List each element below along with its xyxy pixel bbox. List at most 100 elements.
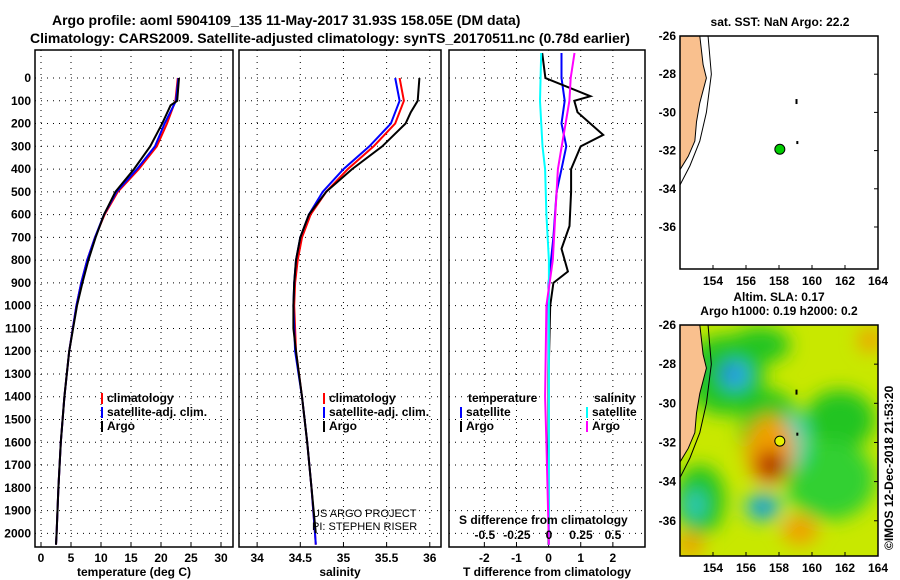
legend-label: climatology [107,391,174,405]
y-tick-label: 600 [11,208,31,222]
australia-coastline [679,35,707,172]
lon-tick-label: 154 [703,274,723,288]
y-tick-label: 1500 [4,413,31,427]
series-line-s-satellite [538,52,550,545]
legend-label: satellite-adj. clim. [329,405,429,419]
legend-label: climatology [329,391,396,405]
x-tick-label: 30 [214,551,228,565]
sla-map-title-2: Argo h1000: 0.19 h2000: 0.2 [700,304,858,318]
legend-swatch [101,407,103,418]
y-tick-label: 200 [11,117,31,131]
s-tick-label: 0.5 [605,528,622,542]
sla-map: -26 -28 -30 -32 -34 -36 154 156 158 160 162 164 [659,318,889,575]
x-tick-label: 35.5 [375,551,399,565]
sla-anomaly [685,490,705,520]
sla-anomaly [858,328,878,352]
sla-anomaly [756,501,770,513]
y-tick-label: 100 [11,94,31,108]
sla-anomaly [769,457,785,477]
sst-map: -26 -28 -30 -32 -34 -36 154 156 158 160 162 164 [659,29,889,288]
lat-tick-label: -36 [659,514,677,528]
lon-tick-label: 164 [868,561,888,575]
lat-tick-label: -32 [659,144,677,158]
legend-label: Argo [107,419,135,433]
island [796,432,799,436]
x-axis-label: T difference from climatology [463,565,631,579]
legend-swatch [586,407,588,418]
x-tick-label: -1 [511,551,522,565]
x-tick-label: 0 [545,551,552,565]
x-tick-label: 2 [610,551,617,565]
y-tick-label: 700 [11,230,31,244]
lon-tick-label: 162 [835,561,855,575]
y-tick-label: 1400 [4,390,31,404]
legend-label: Argo [592,419,620,433]
title-line-1: Argo profile: aoml 5904109_135 11-May-20… [52,12,521,28]
argo-float-marker [774,435,786,447]
legend-swatch [101,421,103,432]
lon-tick-label: 162 [835,274,855,288]
legend-swatch [586,421,588,432]
y-tick-label: 1200 [4,344,31,358]
australia-coastline [679,324,707,464]
x-axis-label: salinity [319,565,361,579]
shelf-contour [679,324,712,478]
legend-label: Argo [329,419,357,433]
legend-swatch [460,407,462,418]
series-line-argo [55,77,180,545]
series-line-satellite-adj-clim- [55,77,180,545]
s-tick-label: 0 [546,528,553,542]
lat-tick-label: -26 [659,318,677,332]
legend-label: Argo [466,419,494,433]
x-tick-label: 35 [337,551,351,565]
island [796,141,799,145]
panel-difference: -2 -1 0 1 2T difference from climatology [448,49,646,579]
lon-tick-label: 156 [736,274,756,288]
legend-label: satellite-adj. clim. [107,405,207,419]
y-tick-label: 1900 [4,504,31,518]
x-axis-label: temperature (deg C) [77,565,191,579]
lon-tick-label: 160 [802,561,822,575]
legend-label: satellite [466,405,511,419]
legend-swatch [460,421,462,432]
lat-tick-label: -34 [659,182,677,196]
shelf-contour [679,35,712,186]
y-tick-label: 0 [24,71,31,85]
y-tick-label: 900 [11,276,31,290]
lat-tick-label: -28 [659,357,677,371]
x-tick-label: -2 [479,551,490,565]
x-tick-label: 10 [94,551,108,565]
y-tick-label: 1800 [4,481,31,495]
pi-annotation: PI: STEPHEN RISER [312,521,417,533]
x-tick-label: 20 [154,551,168,565]
lat-tick-label: -34 [659,475,677,489]
series-line-t-argo [541,52,605,545]
lat-tick-label: -32 [659,435,677,449]
legend-swatch [323,421,325,432]
lon-tick-label: 158 [769,561,789,575]
y-tick-label: 1600 [4,435,31,449]
lat-tick-label: -28 [659,67,677,81]
legend-swatch [101,393,103,404]
x-tick-label: 36 [423,551,437,565]
series-line-s-argo [544,52,576,545]
island [795,99,798,105]
plot-frame [34,49,234,548]
panel-salinity: 34 34.5 35 35.5 36 salinity [238,49,442,579]
lat-tick-label: -30 [659,105,677,119]
lon-tick-label: 164 [868,274,888,288]
y-tick-label: 800 [11,253,31,267]
sla-anomaly [785,440,875,520]
sla-anomaly [730,327,790,363]
lat-tick-label: -36 [659,220,677,234]
sst-map-title: sat. SST: NaN Argo: 22.2 [711,15,850,29]
plot-frame [448,49,646,548]
lon-tick-label: 158 [769,274,789,288]
sla-map-title-1: Altim. SLA: 0.17 [733,290,825,304]
s-tick-label: -0.25 [503,528,531,542]
title-line-2: Climatology: CARS2009. Satellite-adjuste… [30,30,630,46]
y-tick-label: 1000 [4,299,31,313]
x-tick-label: 25 [184,551,198,565]
